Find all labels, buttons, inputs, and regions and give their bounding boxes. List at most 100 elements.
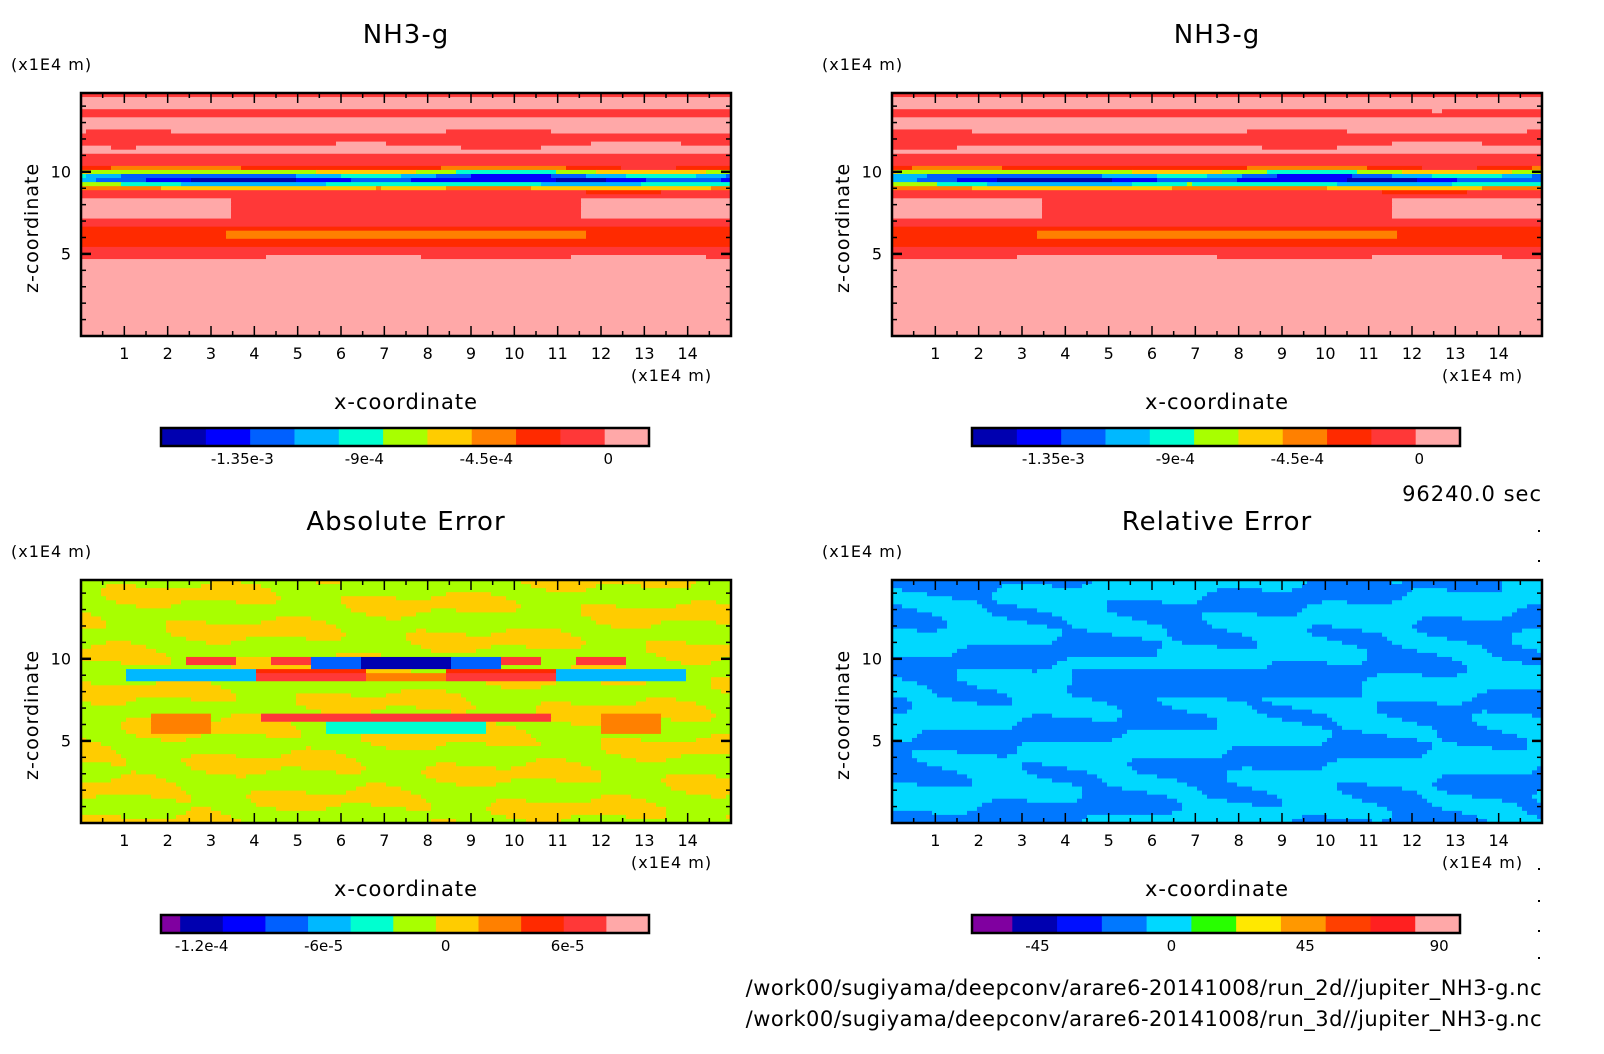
contour-cell [361, 737, 537, 743]
contour-cell [536, 705, 707, 711]
contour-cell [917, 733, 1123, 739]
contour-cell [1382, 818, 1488, 824]
bottom-left-colorbar-swatch [350, 915, 394, 933]
contour-cell [126, 762, 187, 767]
bottom-left-x-tick-label: 12 [590, 831, 612, 850]
contour-cell [81, 271, 732, 276]
contour-cell [81, 778, 112, 784]
contour-cell [1187, 709, 1258, 715]
contour-cell [1122, 713, 1208, 719]
contour-cell [521, 580, 697, 585]
contour-cell [892, 580, 1093, 585]
contour-cell [81, 628, 167, 634]
contour-cell [666, 810, 732, 816]
contour-cell [1182, 806, 1388, 812]
contour-cell [81, 661, 122, 666]
contour-cell [892, 810, 933, 816]
contour-cell [892, 246, 1543, 252]
bottom-right-y-axis-label: z-coordinate [832, 649, 854, 780]
contour-cell [1512, 169, 1543, 175]
contour-cell [426, 798, 497, 804]
contour-cell [1362, 798, 1428, 804]
contour-cell [626, 656, 667, 662]
contour-cell [1392, 174, 1433, 179]
contour-cell [81, 810, 187, 816]
contour-cell [401, 174, 437, 179]
contour-cell [376, 186, 382, 191]
contour-cell [1322, 742, 1433, 747]
contour-cell [686, 669, 732, 674]
contour-cell [892, 307, 1543, 313]
contour-cell [1127, 729, 1333, 735]
contour-cell [446, 689, 722, 694]
top-left-plot-area [79, 91, 733, 338]
contour-cell [366, 766, 427, 771]
contour-cell [1482, 644, 1523, 650]
contour-cell [81, 616, 102, 622]
contour-cell [1462, 810, 1528, 816]
contour-cell [236, 754, 282, 759]
contour-cell [581, 644, 647, 650]
contour-cell [646, 648, 732, 654]
bottom-right-x-tick-label: 3 [1016, 831, 1028, 850]
contour-cell [1167, 632, 1243, 638]
top-right-plot-area [890, 91, 1544, 338]
contour-cell [972, 782, 1073, 788]
bottom-left-x-tick-label: 13 [634, 831, 655, 850]
margin-dot [1538, 868, 1540, 870]
contour-cell [296, 697, 467, 703]
contour-cell [1402, 169, 1513, 175]
contour-cell [1057, 661, 1273, 666]
contour-cell [581, 762, 732, 767]
contour-cell [201, 584, 262, 589]
contour-cell [81, 758, 127, 763]
bottom-left-x-tick-label: 8 [422, 831, 433, 850]
contour-cell [311, 746, 387, 751]
contour-cell [726, 794, 732, 800]
contour-cell [892, 145, 958, 151]
contour-cell [892, 701, 913, 707]
contour-cell [276, 600, 342, 605]
contour-cell [1252, 802, 1283, 808]
contour-cell [1462, 661, 1523, 666]
top-right-x-tick-label: 14 [1488, 344, 1509, 363]
contour-cell [81, 137, 732, 143]
contour-cell [556, 677, 687, 682]
contour-cell [596, 584, 642, 589]
contour-cell [1447, 588, 1503, 593]
contour-cell [892, 303, 1543, 309]
contour-cell [1267, 713, 1328, 719]
contour-cell [907, 697, 953, 703]
contour-cell [431, 802, 492, 808]
contour-cell [1477, 814, 1538, 820]
contour-cell [571, 665, 627, 670]
contour-cell [126, 717, 152, 723]
contour-cell [516, 608, 582, 613]
contour-cell [892, 620, 948, 626]
contour-cell [661, 713, 717, 719]
contour-cell [1377, 701, 1438, 707]
contour-cell [666, 774, 717, 780]
contour-cell [121, 174, 297, 179]
contour-cell [111, 145, 137, 151]
contour-cell [221, 810, 492, 816]
contour-cell [1417, 721, 1478, 727]
contour-cell [1332, 729, 1363, 735]
contour-cell [1032, 713, 1053, 719]
contour-cell [1392, 210, 1543, 216]
contour-cell [536, 737, 602, 743]
contour-cell [892, 117, 1543, 122]
contour-cell [81, 673, 127, 678]
contour-cell [411, 669, 447, 674]
contour-cell [1437, 778, 1543, 784]
contour-cell [1202, 612, 1258, 618]
contour-cell [81, 190, 587, 195]
contour-cell [81, 762, 112, 767]
contour-cell [626, 661, 682, 666]
contour-cell [406, 636, 582, 642]
contour-cell [366, 782, 387, 788]
contour-cell [1217, 717, 1283, 723]
contour-cell [1477, 721, 1543, 727]
contour-cell [1427, 798, 1503, 804]
contour-cell [81, 608, 352, 613]
